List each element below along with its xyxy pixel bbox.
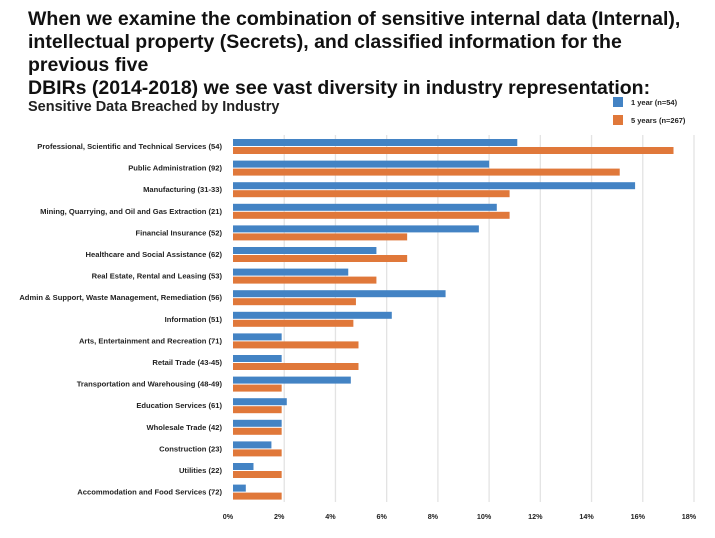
legend-swatch-5-years [613,115,623,125]
category-label: Transportation and Warehousing (48-49) [77,380,223,389]
bar-5-years [233,319,354,327]
bar-5-years [233,406,282,414]
category-label: Public Administration (92) [128,164,222,173]
x-tick-label: 8% [428,512,439,521]
bar-1-year [233,376,351,384]
bar-1-year [233,203,497,211]
x-tick-label: 14% [579,512,594,521]
legend-swatch-1-year [613,97,623,107]
bar-5-years [233,492,282,500]
bar-1-year [233,247,377,254]
bar-5-years [233,276,377,284]
bar-5-years [233,363,359,370]
bar-1-year [233,463,254,470]
x-tick-label: 6% [376,512,387,521]
category-label: Education Services (61) [136,401,222,410]
bar-1-year [233,311,392,319]
bar-1-year [233,139,518,146]
bar-5-years [233,147,674,154]
bar-5-years [233,427,282,435]
bar-5-years [233,471,282,478]
category-label: Retail Trade (43-45) [152,358,222,367]
x-tick-label: 18% [682,512,697,521]
bar-1-year [233,441,272,449]
chart-title: Sensitive Data Breached by Industry [28,99,280,115]
x-tick-label: 4% [325,512,336,521]
bar-1-year [233,225,479,233]
bar-5-years [233,211,510,219]
bar-1-year [233,484,246,492]
category-label: Accommodation and Food Services (72) [77,488,222,497]
category-label: Construction (23) [159,444,222,453]
x-tick-label: 2% [274,512,285,521]
category-label: Admin & Support, Waste Management, Remed… [19,293,222,302]
bar-1-year [233,333,282,341]
bar-5-years [233,449,282,457]
bar-5-years [233,255,408,262]
bar-1-year [233,268,349,276]
category-label: Arts, Entertainment and Recreation (71) [79,336,223,345]
bar-1-year [233,290,446,298]
category-label: Utilities (22) [179,466,223,475]
bar-5-years [233,168,620,176]
category-label: Manufacturing (31-33) [143,185,222,194]
legend-label-1-year: 1 year (n=54) [631,97,678,107]
category-label: Real Estate, Rental and Leasing (53) [92,272,223,281]
x-tick-label: 0% [223,512,234,521]
legend-item-5-years: 5 years (n=267) [613,115,685,125]
headline: When we examine the combination of sensi… [28,8,681,99]
legend-item-1-year: 1 year (n=54) [613,97,677,107]
category-label: Information (51) [165,315,223,324]
bar-5-years [233,298,356,306]
legend-label-5-years: 5 years (n=267) [631,115,686,125]
category-label: Healthcare and Social Assistance (62) [86,250,223,259]
bar-5-years [233,190,510,198]
bar-5-years [233,384,282,392]
bar-5-years [233,341,359,349]
x-tick-label: 10% [477,512,492,521]
category-label: Wholesale Trade (42) [146,423,222,432]
x-tick-label: 16% [631,512,646,521]
bar-1-year [233,160,490,168]
category-label: Mining, Quarrying, and Oil and Gas Extra… [40,207,222,216]
x-tick-label: 12% [528,512,543,521]
bar-1-year [233,419,282,427]
bar-1-year [233,182,636,190]
category-label: Financial Insurance (52) [135,228,222,237]
category-label: Professional, Scientific and Technical S… [37,142,222,151]
bar-1-year [233,355,282,362]
bar-5-years [233,233,408,241]
bar-1-year [233,398,287,406]
